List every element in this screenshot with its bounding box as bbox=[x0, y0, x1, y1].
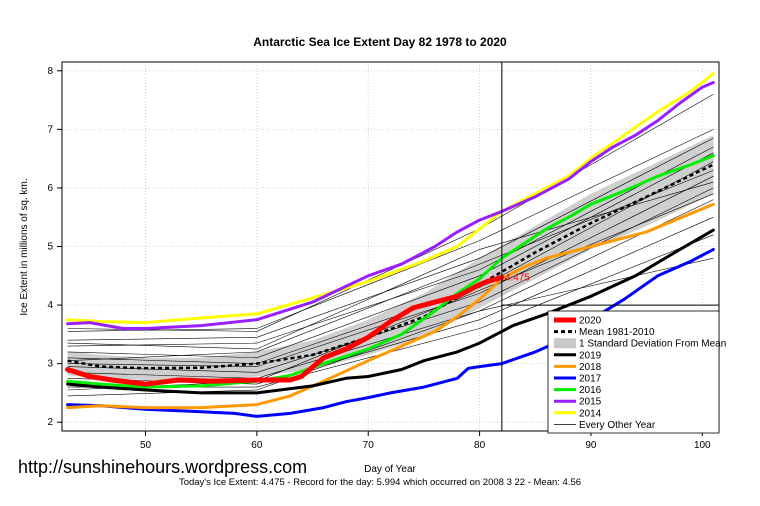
series-2015 bbox=[66, 81, 715, 330]
std-band-area bbox=[67, 135, 714, 380]
other-year-line bbox=[67, 199, 714, 379]
legend-label: 1 Standard Deviation From Mean bbox=[579, 339, 726, 350]
y-tick-label: 6 bbox=[47, 183, 53, 194]
legend-label: Every Other Year bbox=[579, 420, 656, 431]
legend-label: 2020 bbox=[579, 316, 602, 327]
y-tick-label: 4 bbox=[47, 300, 53, 311]
std-band bbox=[67, 135, 714, 380]
legend-label: Mean 1981-2010 bbox=[579, 327, 655, 338]
x-tick-label: 80 bbox=[474, 440, 486, 451]
legend-label: 2016 bbox=[579, 385, 602, 396]
x-tick-label: 100 bbox=[694, 440, 711, 451]
other-year-line bbox=[67, 146, 714, 347]
legend-label: 2017 bbox=[579, 374, 602, 385]
x-tick-label: 70 bbox=[363, 440, 375, 451]
legend-label: 2019 bbox=[579, 350, 602, 361]
legend-label: 2014 bbox=[579, 408, 602, 419]
y-tick-label: 7 bbox=[47, 124, 53, 135]
legend-box bbox=[547, 310, 720, 434]
series-2018 bbox=[66, 202, 715, 410]
x-tick-label: 90 bbox=[585, 440, 597, 451]
legend-label: 2015 bbox=[579, 397, 602, 408]
other-year-line bbox=[67, 152, 714, 359]
y-axis-label: Ice Extent in millions of sq. km. bbox=[19, 178, 30, 315]
x-axis-label: Day of Year bbox=[364, 464, 416, 475]
series-2020 bbox=[65, 274, 505, 387]
y-tick-label: 5 bbox=[47, 242, 53, 253]
y-tick-label: 2 bbox=[47, 417, 53, 428]
current-value-label: 4.475 bbox=[505, 272, 530, 283]
current-day-marker: 4.475 bbox=[501, 62, 719, 431]
other-year-line bbox=[67, 137, 714, 341]
chart-title: Antarctic Sea Ice Extent Day 82 1978 to … bbox=[253, 35, 507, 49]
legend-label: 2018 bbox=[579, 362, 602, 373]
watermark: http://sunshinehours.wordpress.com bbox=[18, 457, 308, 477]
other-year-line bbox=[67, 181, 714, 350]
other-year-line bbox=[67, 170, 714, 361]
series-2014 bbox=[66, 72, 715, 325]
series-2019 bbox=[66, 228, 715, 395]
y-tick-label: 3 bbox=[47, 359, 53, 370]
y-axis: 2 3 4 5 6 7 8 bbox=[47, 66, 62, 428]
y-tick-label: 8 bbox=[47, 66, 53, 77]
other-year-line bbox=[67, 175, 714, 367]
x-axis: 50 60 70 80 90 100 bbox=[140, 431, 711, 451]
x-tick-label: 60 bbox=[251, 440, 263, 451]
series-2016 bbox=[66, 154, 715, 389]
footer-stats: Today's Ice Extent: 4.475 - Record for t… bbox=[178, 477, 582, 488]
other-year-line bbox=[67, 161, 714, 364]
legend-swatch bbox=[554, 338, 576, 349]
x-tick-label: 50 bbox=[140, 440, 152, 451]
